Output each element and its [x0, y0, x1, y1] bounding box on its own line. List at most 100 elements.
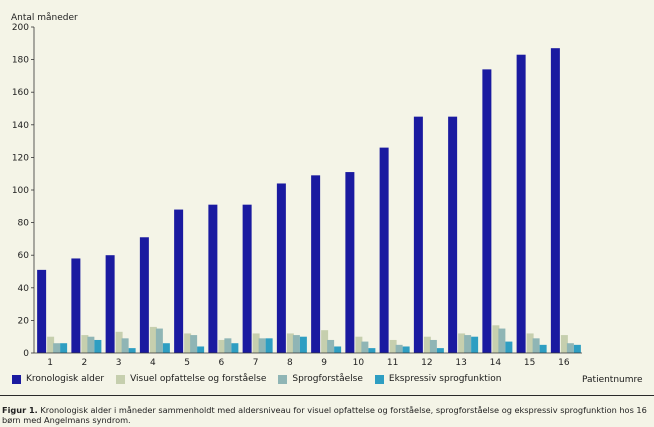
x-tick-label: 16: [558, 358, 570, 368]
bar: [482, 69, 492, 353]
legend-item: Sprogforståelse: [278, 374, 363, 384]
y-tick-label: 200: [12, 23, 29, 33]
bar: [60, 343, 68, 353]
y-axis-title: Antal måneder: [11, 12, 78, 23]
bar: [471, 336, 479, 353]
x-tick-label: 10: [353, 358, 365, 368]
x-tick-label: 4: [150, 358, 156, 368]
y-tick-label: 60: [18, 251, 30, 261]
bar: [458, 333, 466, 353]
bar: [464, 335, 472, 353]
y-axis: 0 20 40 60 80 100 120 140 160 180 200: [12, 23, 35, 359]
divider: [0, 395, 654, 396]
x-tick-label: 8: [287, 358, 293, 368]
bar: [436, 348, 444, 353]
x-tick-label: 13: [455, 358, 466, 368]
x-tick-label: 6: [219, 358, 225, 368]
bar: [560, 335, 568, 353]
legend-item: Visuel opfattelse og forståelse: [116, 374, 266, 384]
legend-swatch: [278, 374, 288, 384]
bar: [53, 343, 61, 353]
bar: [139, 237, 149, 353]
bar: [47, 336, 55, 353]
bar: [492, 325, 500, 353]
bar-chart: Antal måneder 02040608010012014016018020…: [11, 12, 582, 368]
y-tick-label: 120: [12, 153, 29, 163]
x-tick-label: 2: [82, 358, 88, 368]
figure-caption: Figur 1. Kronologisk alder i måneder sam…: [2, 405, 652, 425]
bar: [413, 116, 423, 354]
bar: [224, 338, 232, 353]
x-tick-label: 7: [253, 358, 259, 368]
legend-swatch: [116, 374, 126, 384]
bar: [218, 339, 226, 353]
bar: [155, 328, 163, 353]
x-tick-label: 5: [184, 358, 190, 368]
bar: [71, 258, 81, 353]
bars: [37, 48, 581, 354]
legend-item: Kronologisk alder: [12, 374, 104, 384]
bar: [516, 54, 526, 354]
bar: [345, 172, 355, 353]
bar: [286, 333, 294, 353]
bar: [505, 341, 513, 353]
bar: [429, 339, 437, 353]
y-tick-label: 180: [12, 56, 29, 66]
x-tick-label: 3: [116, 358, 122, 368]
bar: [184, 333, 192, 353]
bar: [368, 348, 376, 353]
bar: [115, 331, 123, 353]
bar: [128, 348, 136, 353]
caption-label: Figur 1.: [2, 405, 38, 415]
legend-swatch: [12, 374, 21, 384]
bar: [37, 269, 47, 353]
bar: [539, 344, 547, 353]
bar: [197, 346, 205, 353]
bar: [327, 339, 335, 353]
bar: [389, 339, 397, 353]
bar: [162, 343, 170, 353]
bar: [292, 335, 300, 353]
x-tick-label: 1: [47, 358, 53, 368]
caption-text: Kronologisk alder i måneder sammenholdt …: [2, 405, 647, 425]
bar: [379, 147, 389, 353]
bar: [231, 343, 239, 353]
bar: [566, 343, 574, 353]
y-tick-label: 140: [12, 121, 29, 131]
bar: [149, 326, 157, 353]
bar: [361, 341, 369, 353]
legend-label: Sprogforståelse: [292, 374, 363, 384]
bar: [242, 204, 252, 353]
bar: [402, 346, 410, 353]
y-tick-label: 0: [23, 349, 29, 359]
x-tick-label: 14: [490, 358, 502, 368]
y-tick-label: 80: [18, 219, 30, 229]
y-tick-label: 40: [18, 284, 30, 294]
bar: [334, 346, 342, 353]
legend-item: Ekspressiv sprogfunktion: [374, 374, 502, 384]
bar: [526, 333, 534, 353]
bar: [94, 339, 102, 353]
x-tick-label: 15: [524, 358, 535, 368]
x-axis: 1 2 3 4 5 6 7 8 9 10 11 12 13 14 15 16: [47, 358, 570, 368]
x-axis-title: Patientnumre: [582, 375, 643, 385]
y-tick-label: 100: [12, 186, 29, 196]
bar: [299, 336, 307, 353]
bar: [174, 209, 184, 353]
bar: [105, 255, 115, 353]
bar: [258, 338, 266, 353]
bar: [573, 344, 581, 353]
bar: [265, 338, 273, 353]
bar: [423, 336, 431, 353]
bar: [190, 335, 198, 353]
x-tick-label: 12: [421, 358, 432, 368]
legend-label: Ekspressiv sprogfunktion: [388, 374, 502, 384]
bar: [121, 338, 129, 353]
x-tick-label: 9: [321, 358, 327, 368]
y-tick-label: 20: [18, 316, 30, 326]
y-tick-label: 160: [12, 88, 29, 98]
legend-swatch: [374, 374, 384, 384]
bar: [276, 183, 286, 353]
bar: [81, 335, 89, 353]
legend: Kronologisk alder Visuel opfattelse og fo…: [12, 374, 513, 384]
